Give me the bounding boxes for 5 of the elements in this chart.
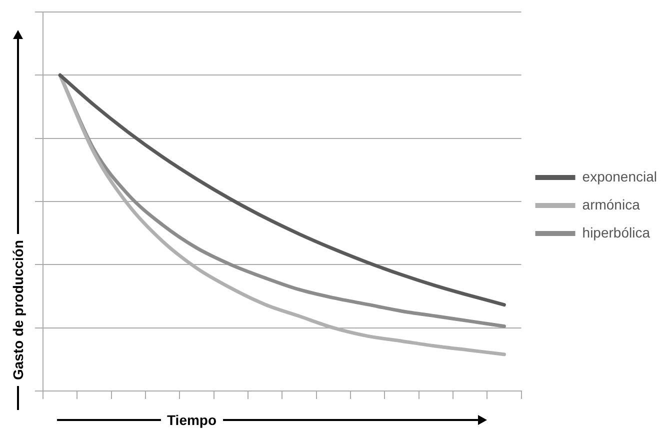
legend-label: exponencial <box>582 168 658 184</box>
legend-label: armónica <box>582 196 640 212</box>
legend-label: hiperbólica <box>582 224 650 240</box>
y-axis-title: Gasto de producción <box>10 240 26 380</box>
x-axis-title: Tiempo <box>167 412 217 428</box>
